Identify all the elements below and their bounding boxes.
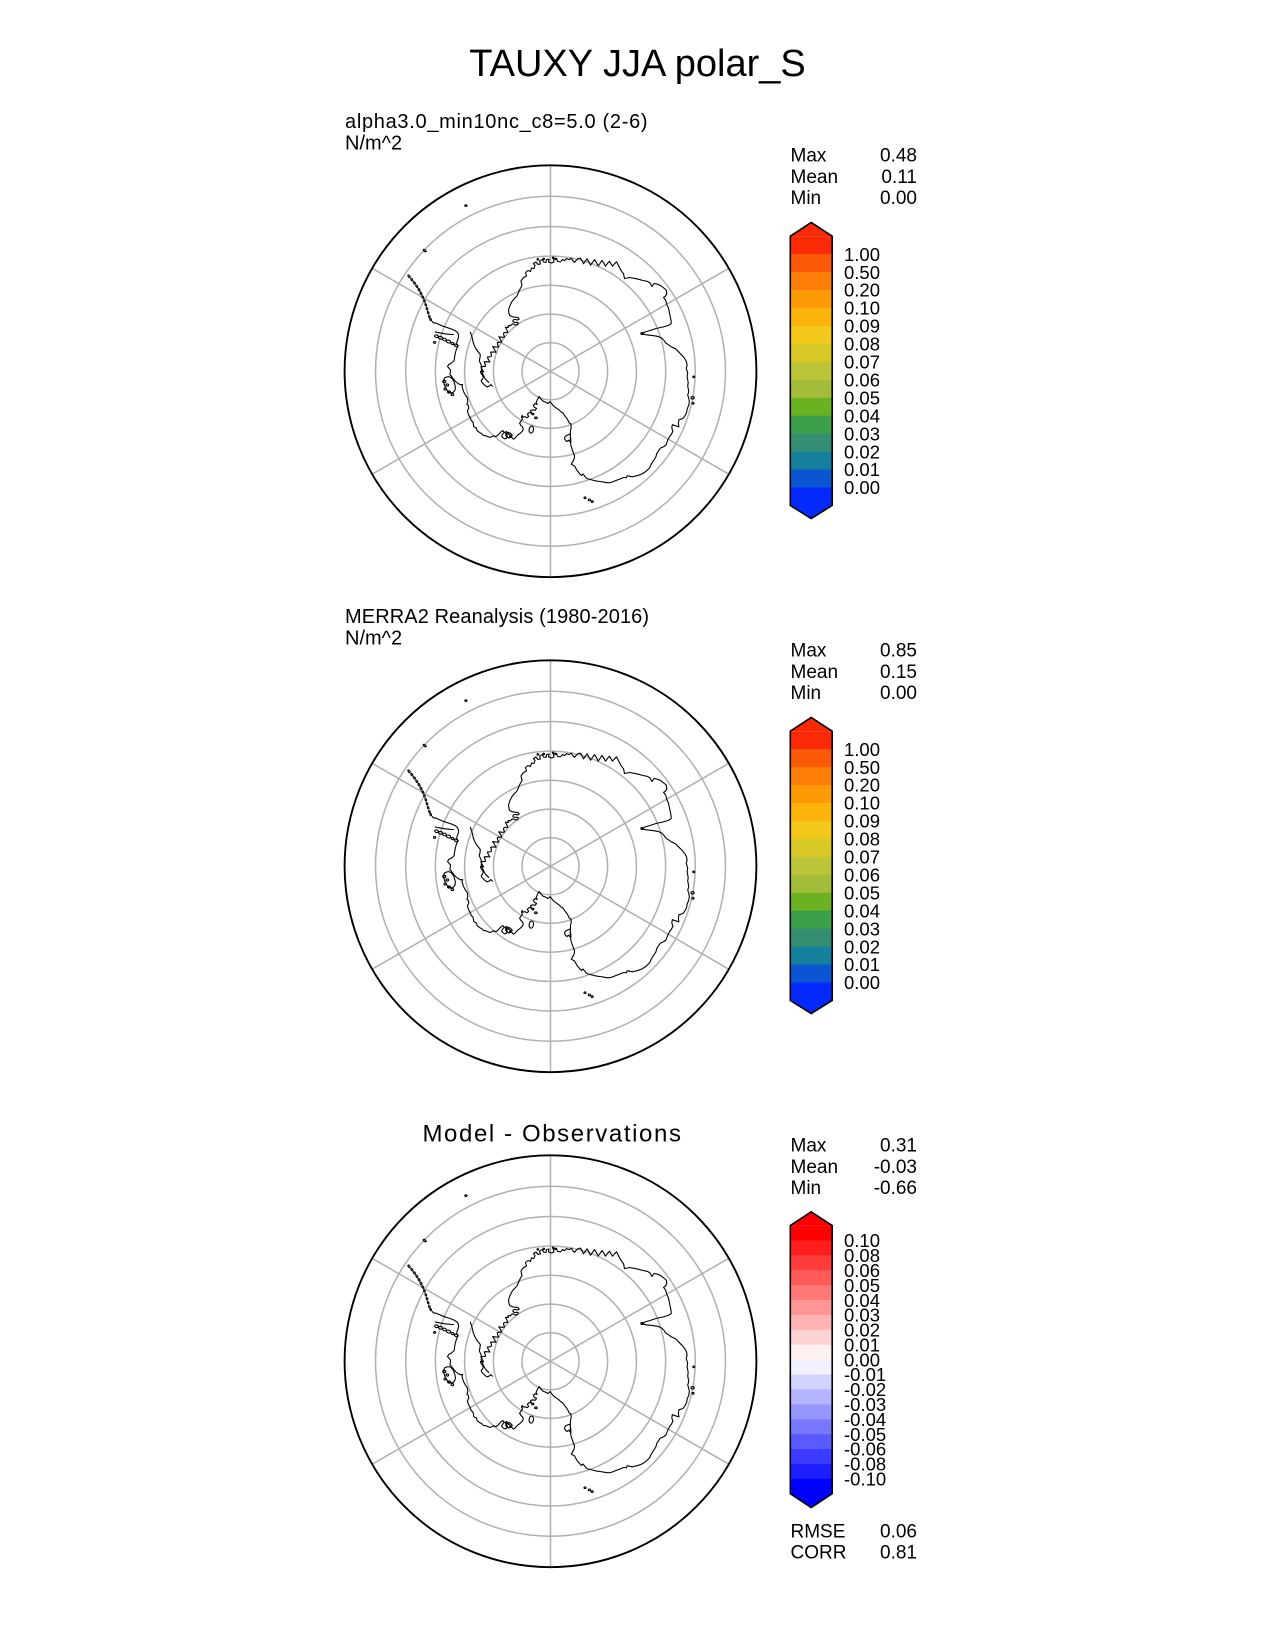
svg-text:0.05: 0.05 bbox=[844, 387, 880, 408]
svg-text:0.00: 0.00 bbox=[844, 1349, 880, 1370]
svg-text:0.00: 0.00 bbox=[880, 683, 917, 704]
svg-text:-0.10: -0.10 bbox=[844, 1469, 886, 1490]
svg-text:0.09: 0.09 bbox=[844, 811, 880, 832]
svg-text:0.08: 0.08 bbox=[844, 334, 880, 355]
svg-text:alpha3.0_min10nc_c8=5.0 (2-6): alpha3.0_min10nc_c8=5.0 (2-6) bbox=[345, 111, 648, 133]
svg-text:1.00: 1.00 bbox=[844, 244, 880, 265]
svg-text:-0.08: -0.08 bbox=[844, 1454, 886, 1475]
svg-text:Mean: Mean bbox=[791, 1157, 839, 1178]
svg-text:0.05: 0.05 bbox=[844, 1275, 880, 1296]
svg-text:-0.03: -0.03 bbox=[874, 1157, 917, 1178]
svg-text:Max: Max bbox=[791, 146, 827, 167]
svg-text:0.03: 0.03 bbox=[844, 918, 880, 939]
svg-text:N/m^2: N/m^2 bbox=[345, 133, 402, 155]
svg-text:MERRA2 Reanalysis (1980-2016): MERRA2 Reanalysis (1980-2016) bbox=[345, 606, 649, 628]
svg-text:Max: Max bbox=[791, 641, 827, 662]
svg-text:Min: Min bbox=[791, 683, 822, 704]
svg-text:0.01: 0.01 bbox=[844, 954, 880, 975]
svg-text:0.02: 0.02 bbox=[844, 936, 880, 957]
svg-text:-0.05: -0.05 bbox=[844, 1424, 886, 1445]
svg-text:-0.66: -0.66 bbox=[874, 1178, 917, 1199]
svg-text:0.50: 0.50 bbox=[844, 262, 880, 283]
svg-text:0.02: 0.02 bbox=[844, 441, 880, 462]
svg-text:-0.04: -0.04 bbox=[844, 1409, 886, 1430]
svg-text:0.00: 0.00 bbox=[880, 188, 917, 209]
svg-text:0.00: 0.00 bbox=[844, 972, 880, 993]
svg-text:Mean: Mean bbox=[791, 167, 839, 188]
svg-text:0.08: 0.08 bbox=[844, 1245, 880, 1266]
svg-text:0.06: 0.06 bbox=[844, 369, 880, 390]
svg-text:0.20: 0.20 bbox=[844, 280, 880, 301]
svg-text:-0.03: -0.03 bbox=[844, 1394, 886, 1415]
svg-text:Min: Min bbox=[791, 188, 822, 209]
svg-text:Min: Min bbox=[791, 1178, 822, 1199]
svg-text:0.15: 0.15 bbox=[880, 662, 917, 683]
svg-text:0.10: 0.10 bbox=[844, 1230, 880, 1251]
svg-text:0.01: 0.01 bbox=[844, 459, 880, 480]
svg-text:0.03: 0.03 bbox=[844, 1305, 880, 1326]
svg-text:0.04: 0.04 bbox=[844, 1290, 880, 1311]
svg-text:0.81: 0.81 bbox=[880, 1543, 917, 1564]
svg-text:CORR: CORR bbox=[791, 1543, 847, 1564]
svg-text:-0.01: -0.01 bbox=[844, 1364, 886, 1385]
svg-text:0.06: 0.06 bbox=[844, 864, 880, 885]
svg-text:0.07: 0.07 bbox=[844, 847, 880, 868]
svg-text:0.05: 0.05 bbox=[844, 882, 880, 903]
svg-text:0.10: 0.10 bbox=[844, 298, 880, 319]
svg-text:0.85: 0.85 bbox=[880, 641, 917, 662]
svg-text:0.00: 0.00 bbox=[844, 477, 880, 498]
svg-text:Max: Max bbox=[791, 1136, 827, 1157]
svg-text:0.06: 0.06 bbox=[880, 1522, 917, 1543]
svg-text:TAUXY JJA polar_S: TAUXY JJA polar_S bbox=[469, 43, 806, 85]
svg-text:0.10: 0.10 bbox=[844, 793, 880, 814]
svg-text:0.04: 0.04 bbox=[844, 900, 880, 921]
svg-text:0.02: 0.02 bbox=[844, 1320, 880, 1341]
svg-text:0.11: 0.11 bbox=[881, 167, 917, 188]
svg-text:-0.06: -0.06 bbox=[844, 1439, 886, 1460]
svg-text:RMSE: RMSE bbox=[791, 1522, 846, 1543]
svg-text:0.31: 0.31 bbox=[880, 1136, 917, 1157]
svg-text:0.07: 0.07 bbox=[844, 352, 880, 373]
svg-text:0.09: 0.09 bbox=[844, 316, 880, 337]
svg-text:Model - Observations: Model - Observations bbox=[422, 1121, 682, 1148]
svg-text:0.01: 0.01 bbox=[844, 1334, 880, 1355]
svg-text:N/m^2: N/m^2 bbox=[345, 628, 402, 650]
svg-text:0.48: 0.48 bbox=[880, 146, 917, 167]
svg-text:0.04: 0.04 bbox=[844, 405, 880, 426]
svg-text:1.00: 1.00 bbox=[844, 739, 880, 760]
svg-text:0.20: 0.20 bbox=[844, 775, 880, 796]
svg-text:0.06: 0.06 bbox=[844, 1260, 880, 1281]
svg-text:0.03: 0.03 bbox=[844, 423, 880, 444]
svg-text:0.08: 0.08 bbox=[844, 829, 880, 850]
svg-text:Mean: Mean bbox=[791, 662, 839, 683]
svg-text:0.50: 0.50 bbox=[844, 757, 880, 778]
svg-text:-0.02: -0.02 bbox=[844, 1379, 886, 1400]
